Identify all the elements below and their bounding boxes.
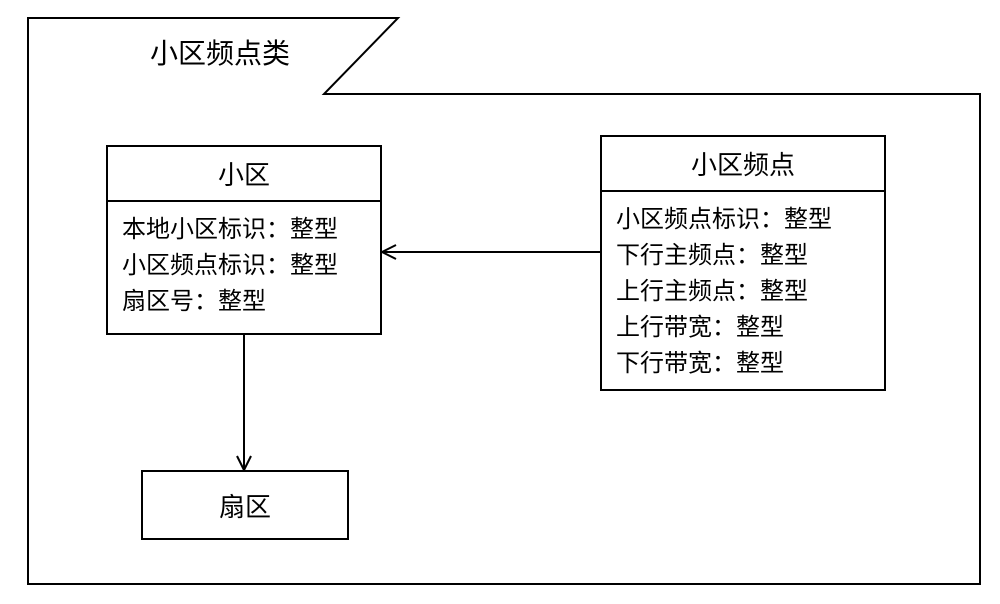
diagram-canvas: 小区频点类 小区 本地小区标识：整型 小区频点标识：整型 扇区号：整型 小区频点… <box>0 0 1000 604</box>
box-cell-freq-attr: 下行带宽：整型 <box>616 346 870 382</box>
box-cell-freq-attr: 上行带宽：整型 <box>616 310 870 346</box>
box-sector: 扇区 <box>141 470 349 540</box>
box-cell-attr: 本地小区标识：整型 <box>122 212 366 248</box>
box-cell-freq-body: 小区频点标识：整型 下行主频点：整型 上行主频点：整型 上行带宽：整型 下行带宽… <box>602 192 884 392</box>
box-cell-freq: 小区频点 小区频点标识：整型 下行主频点：整型 上行主频点：整型 上行带宽：整型… <box>600 135 886 391</box>
box-cell-freq-attr: 下行主频点：整型 <box>616 238 870 274</box>
box-cell-freq-title: 小区频点 <box>602 137 884 192</box>
box-sector-label: 扇区 <box>219 487 271 524</box>
box-cell-attr: 扇区号：整型 <box>122 284 366 320</box>
box-cell-freq-attr: 小区频点标识：整型 <box>616 202 870 238</box>
container-title: 小区频点类 <box>120 38 320 72</box>
box-cell-title: 小区 <box>108 147 380 202</box>
box-cell: 小区 本地小区标识：整型 小区频点标识：整型 扇区号：整型 <box>106 145 382 335</box>
box-cell-attr: 小区频点标识：整型 <box>122 248 366 284</box>
box-cell-freq-attr: 上行主频点：整型 <box>616 274 870 310</box>
box-cell-body: 本地小区标识：整型 小区频点标识：整型 扇区号：整型 <box>108 202 380 330</box>
